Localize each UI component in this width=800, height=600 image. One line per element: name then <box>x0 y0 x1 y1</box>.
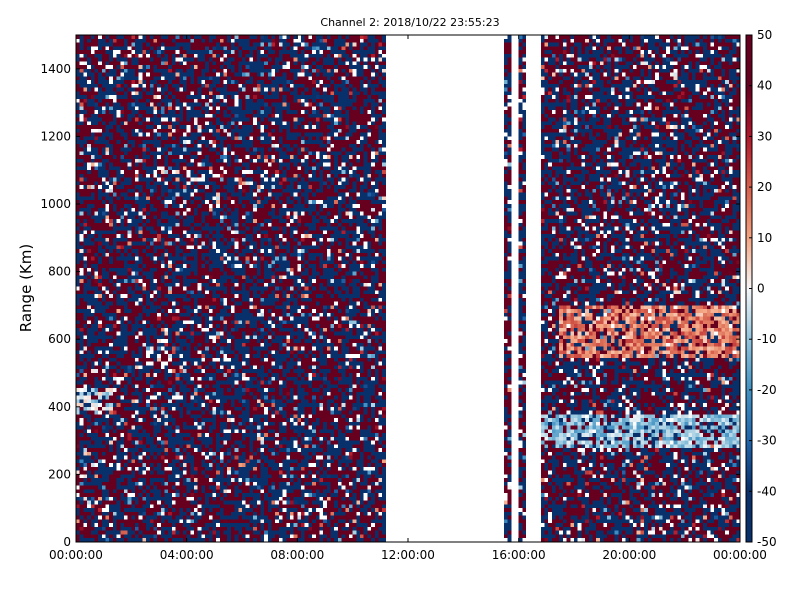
colorbar-tick-label: -10 <box>757 332 777 346</box>
y-tick-label: 400 <box>48 400 71 414</box>
chart-title: Channel 2: 2018/10/22 23:55:23 <box>320 16 499 29</box>
x-tick-label: 08:00:00 <box>270 548 324 562</box>
x-tick-label: 04:00:00 <box>160 548 214 562</box>
x-tick-label: 16:00:00 <box>492 548 546 562</box>
y-tick-label: 800 <box>48 265 71 279</box>
y-tick-label: 1200 <box>40 129 71 143</box>
y-tick-label: 600 <box>48 332 71 346</box>
colorbar-tick-label: -30 <box>757 434 777 448</box>
y-axis-label: Range (Km) <box>17 244 35 332</box>
y-tick-label: 1400 <box>40 62 71 76</box>
x-axis-ticks: 00:00:00 04:00:00 08:00:00 12:00:00 16:00:00… <box>49 35 767 562</box>
colorbar-tick-label: 50 <box>757 28 772 42</box>
colorbar-tick-label: 40 <box>757 79 772 93</box>
y-axis-ticks: 0 200 400 600 800 1000 1200 1400 <box>40 62 740 549</box>
colorbar-tick-label: 0 <box>757 282 765 296</box>
colorbar-tick-label: -40 <box>757 484 777 498</box>
x-tick-label: 00:00:00 <box>49 548 103 562</box>
x-tick-label: 12:00:00 <box>381 548 435 562</box>
colorbar-tick-label: 30 <box>757 129 772 143</box>
colorbar-tick-label: 10 <box>757 231 772 245</box>
x-tick-label: 20:00:00 <box>602 548 656 562</box>
colorbar-ticks: -50 -40 -30 -20 -10 0 10 20 30 40 50 <box>749 28 777 549</box>
y-tick-label: 200 <box>48 467 71 481</box>
heatmap-image <box>76 35 740 542</box>
colorbar-tick-label: -50 <box>757 535 777 549</box>
y-tick-label: 0 <box>63 535 71 549</box>
colorbar-tick-label: 20 <box>757 180 772 194</box>
x-tick-label: 00:00:00 <box>713 548 767 562</box>
y-tick-label: 1000 <box>40 197 71 211</box>
colorbar-tick-label: -20 <box>757 383 777 397</box>
